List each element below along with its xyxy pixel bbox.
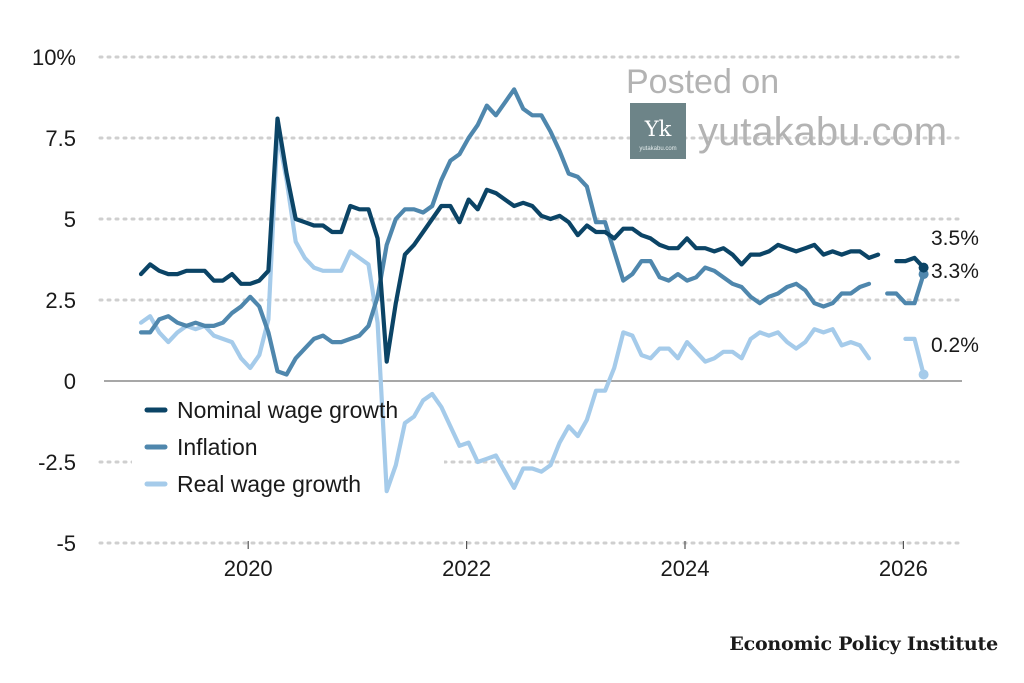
y-tick-label: -2.5 [38, 450, 76, 475]
series-end-label: 3.3% [931, 260, 979, 283]
series-endpoints [918, 262, 929, 380]
y-tick-label: 0 [64, 369, 76, 394]
legend: Nominal wage growth Inflation Real wage gr… [144, 397, 398, 497]
grid-lines [98, 55, 964, 545]
series-line-nominal-wage-growth [138, 116, 881, 364]
series-line-real-wage-growth [903, 336, 926, 377]
watermark: Posted on Yk yutakabu.com yutakabu.com [626, 63, 947, 159]
x-tick-label: 2022 [442, 556, 491, 581]
series-end-label: 3.5% [931, 227, 979, 250]
series-line-real-wage-growth [138, 129, 872, 494]
end-labels: 0.2% 3.3% 3.5% [931, 227, 979, 357]
legend-label: Real wage growth [177, 471, 361, 497]
series-endpoint [918, 369, 929, 380]
x-tick-label: 2020 [224, 556, 273, 581]
series-endpoint [918, 262, 929, 273]
watermark-logo [630, 103, 686, 159]
legend-label: Inflation [177, 434, 258, 460]
y-tick-label: -5 [56, 531, 76, 556]
series-end-label: 0.2% [931, 334, 979, 357]
y-tick-label: 7.5 [45, 126, 76, 151]
series-line-nominal-wage-growth [894, 255, 926, 270]
y-tick-label: 5 [64, 207, 76, 232]
legend-background [132, 388, 444, 506]
watermark-posted-on: Posted on [626, 63, 779, 101]
source-credit: Economic Policy Institute [729, 633, 998, 655]
y-tick-label: 10% [32, 45, 76, 70]
legend-label: Nominal wage growth [177, 397, 398, 423]
series-line-inflation [138, 87, 872, 377]
series-lines [138, 87, 926, 494]
watermark-logo-letters: Yk [644, 117, 672, 141]
watermark-logo-site: yutakabu.com [639, 146, 676, 152]
watermark-site: yutakabu.com [698, 110, 947, 154]
x-tick-label: 2024 [661, 556, 710, 581]
x-axis-ticks: 2020 2022 2024 2026 [224, 541, 928, 581]
y-tick-label: 2.5 [45, 288, 76, 313]
series-line-inflation [885, 272, 926, 306]
y-axis-ticks: 10% 7.5 5 2.5 0 -2.5 -5 [32, 45, 76, 556]
x-tick-label: 2026 [879, 556, 928, 581]
